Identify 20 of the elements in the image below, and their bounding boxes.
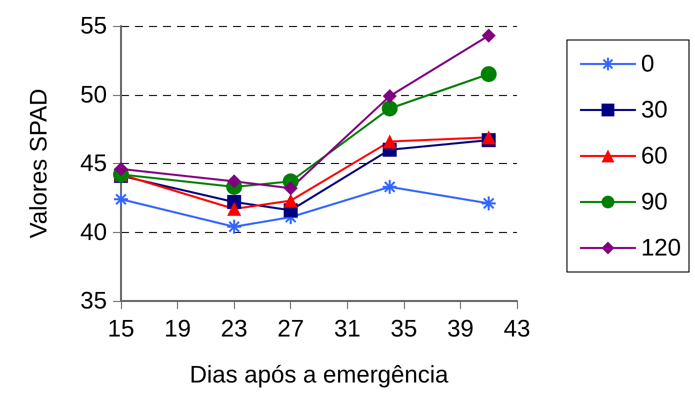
x-tick-label: 35 (390, 316, 418, 342)
legend-label: 120 (640, 234, 682, 262)
x-tick-label: 15 (108, 316, 134, 342)
x-tick-label: 27 (277, 316, 304, 342)
x-tick-label: 23 (220, 316, 248, 342)
x-tick-label: 31 (334, 316, 361, 342)
y-tick-label: 35 (80, 288, 107, 314)
y-axis-title: Valores SPAD (26, 88, 52, 238)
y-tick-label: 55 (80, 12, 107, 40)
y-tick-label: 45 (80, 150, 107, 177)
legend-label: 60 (640, 142, 668, 170)
legend-label: 0 (640, 50, 654, 78)
legend-label: 90 (640, 188, 668, 216)
x-axis-title: Dias após a emergência (190, 362, 450, 388)
x-tick-label: 39 (447, 316, 474, 342)
y-tick-label: 40 (80, 218, 107, 246)
x-tick-label: 19 (164, 316, 191, 342)
legend-label: 30 (640, 96, 668, 124)
x-tick-label: 43 (504, 316, 530, 342)
y-tick-label: 50 (80, 81, 107, 108)
